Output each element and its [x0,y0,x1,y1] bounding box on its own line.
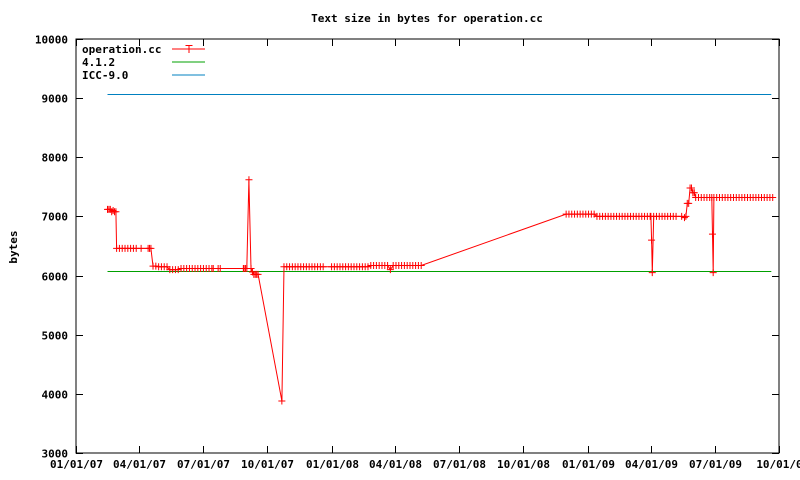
series-layer [104,94,777,405]
data-point-marker [682,212,690,220]
x-tick-label: 07/01/07 [177,458,230,471]
x-tick-label: 07/01/08 [433,458,486,471]
legend-label-4-1-2: 4.1.2 [82,56,115,69]
x-tick-label: 04/01/07 [113,458,166,471]
data-point-marker [648,269,656,277]
y-tick-label: 3000 [42,448,69,461]
data-point-marker [137,244,145,252]
plot-frame [75,38,780,454]
data-point-marker [112,208,120,216]
legend-label-icc-9-0: ICC-9.0 [82,69,128,82]
data-point-marker [708,230,716,238]
x-tick-label: 10/01/0 [756,458,800,471]
y-tick-label: 8000 [42,152,69,165]
legend-marker-plus-icon [185,45,193,53]
y-tick-label: 5000 [42,330,69,343]
data-point-marker [278,397,286,405]
y-tick-label: 9000 [42,93,69,106]
data-point-marker [417,262,425,270]
data-point-marker [680,214,688,222]
data-point-marker [690,189,698,197]
y-tick-label: 7000 [42,211,69,224]
data-point-marker [254,270,262,278]
data-point-marker [247,264,255,272]
y-tick-label: 4000 [42,389,69,402]
y-axis-label: bytes [7,230,20,263]
x-tick-label: 10/01/08 [497,458,550,471]
data-point-marker [216,264,224,272]
data-point-marker [687,184,695,192]
legend-label-operation-cc: operation.cc [82,43,161,56]
data-point-marker [769,194,777,202]
data-point-marker [386,266,394,274]
x-tick-label: 10/01/07 [241,458,294,471]
data-point-marker [709,269,717,277]
data-point-marker [685,199,693,207]
y-tick-label: 10000 [35,34,68,47]
y-tick-label: 6000 [42,271,69,284]
legend: operation.cc 4.1.2 ICC-9.0 [82,43,205,82]
x-tick-label: 04/01/09 [625,458,678,471]
data-point-marker [648,236,656,244]
chart-title: Text size in bytes for operation.cc [311,12,543,25]
x-tick-label: 01/01/08 [306,458,359,471]
data-point-marker [245,176,253,184]
x-tick-label: 01/01/09 [562,458,615,471]
data-point-marker [147,244,155,252]
x-tick-label: 07/01/09 [689,458,742,471]
tick-layer: 3000 4000 5000 6000 7000 8000 9000 10000 01/01/0… [35,34,800,472]
x-tick-label: 01/01/07 [50,458,103,471]
x-tick-label: 04/01/08 [369,458,422,471]
data-point-marker [319,263,327,271]
